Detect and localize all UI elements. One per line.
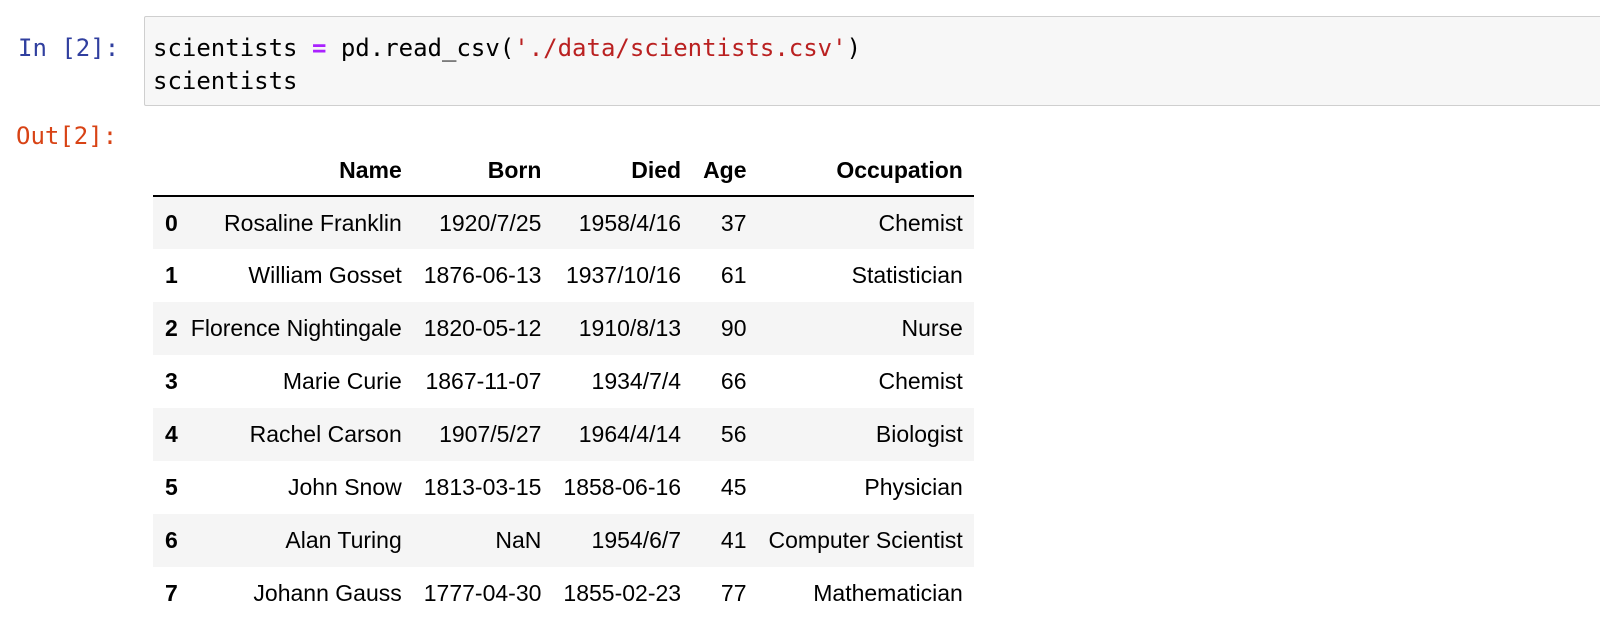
code-editor[interactable]: scientists = pd.read_csv('./data/scienti… xyxy=(144,16,1600,106)
table-body: 0 Rosaline Franklin 1920/7/25 1958/4/16 … xyxy=(153,196,974,620)
column-header-occupation: Occupation xyxy=(757,145,974,197)
cell-occupation: Physician xyxy=(864,474,963,500)
cell-died: 1937/10/16 xyxy=(565,262,682,288)
column-header-name: Name xyxy=(179,145,413,197)
cell-occupation: Statistician xyxy=(851,262,963,288)
row-index: 7 xyxy=(165,580,178,606)
table-row: 4 Rachel Carson 1907/5/27 1964/4/14 56 B… xyxy=(153,408,974,461)
code-line-2: scientists xyxy=(153,67,298,95)
table-row: 7 Johann Gauss 1777-04-30 1855-02-23 77 … xyxy=(153,567,974,620)
cell-name: Florence Nightingale xyxy=(190,315,402,341)
cell-occupation: Computer Scientist xyxy=(768,527,963,553)
cell-born: 1820-05-12 xyxy=(423,315,542,341)
cell-age: 56 xyxy=(720,421,747,447)
cell-age: 41 xyxy=(720,527,747,553)
output-prompt: Out[2]: xyxy=(16,122,118,150)
cell-died: 1858-06-16 xyxy=(563,474,682,500)
cell-died: 1910/8/13 xyxy=(578,315,682,341)
cell-occupation: Biologist xyxy=(875,421,963,447)
table-row: 0 Rosaline Franklin 1920/7/25 1958/4/16 … xyxy=(153,196,974,249)
cell-name: Alan Turing xyxy=(285,527,402,553)
header-row: Name Born Died Age Occupation xyxy=(153,145,974,197)
cell-died: 1958/4/16 xyxy=(578,209,682,236)
row-index: 2 xyxy=(165,315,178,341)
column-header-born: Born xyxy=(412,145,553,197)
cell-age: 61 xyxy=(720,262,747,288)
table-row: 6 Alan Turing NaN 1954/6/7 41 Computer S… xyxy=(153,514,974,567)
cell-born: 1876-06-13 xyxy=(423,262,542,288)
code-string-arg: './data/scientists.csv' xyxy=(514,34,847,62)
table-header: Name Born Died Age Occupation xyxy=(153,145,974,197)
cell-born: 1813-03-15 xyxy=(423,474,542,500)
index-header xyxy=(153,145,180,197)
cell-died: 1954/6/7 xyxy=(591,527,682,553)
code-close-paren: ) xyxy=(846,34,862,62)
cell-name: Rachel Carson xyxy=(249,421,402,447)
cell-name: John Snow xyxy=(287,474,402,500)
input-prompt: In [2]: xyxy=(18,34,120,62)
code-text[interactable]: scientists = pd.read_csv('./data/scienti… xyxy=(153,32,861,98)
cell-occupation: Mathematician xyxy=(813,580,963,606)
column-header-age: Age xyxy=(692,145,758,197)
cell-born: NaN xyxy=(495,527,542,553)
table-row: 1 William Gosset 1876-06-13 1937/10/16 6… xyxy=(153,249,974,302)
cell-born: 1907/5/27 xyxy=(439,421,542,447)
cell-occupation: Chemist xyxy=(878,209,963,236)
cell-age: 66 xyxy=(720,368,747,394)
row-index: 6 xyxy=(165,527,178,553)
cell-died: 1964/4/14 xyxy=(578,421,682,447)
cell-born: 1920/7/25 xyxy=(439,209,542,236)
cell-occupation: Nurse xyxy=(901,315,963,341)
cell-name: Johann Gauss xyxy=(253,580,402,606)
cell-died: 1855-02-23 xyxy=(563,580,682,606)
table-row: 3 Marie Curie 1867-11-07 1934/7/4 66 Che… xyxy=(153,355,974,408)
row-index: 4 xyxy=(165,421,178,447)
cell-name: William Gosset xyxy=(248,262,402,288)
dataframe-table: Name Born Died Age Occupation 0 Rosaline… xyxy=(153,145,974,620)
code-operator: = xyxy=(311,34,327,62)
table-row: 5 John Snow 1813-03-15 1858-06-16 45 Phy… xyxy=(153,461,974,514)
cell-age: 37 xyxy=(720,209,747,236)
row-index: 3 xyxy=(165,368,178,394)
code-call: pd.read_csv( xyxy=(340,34,515,62)
row-index: 0 xyxy=(165,209,178,236)
cell-age: 45 xyxy=(720,474,747,500)
cell-name: Rosaline Franklin xyxy=(224,209,402,236)
row-index: 1 xyxy=(165,262,178,288)
cell-died: 1934/7/4 xyxy=(591,368,682,394)
column-header-died: Died xyxy=(552,145,693,197)
code-variable: scientists xyxy=(153,34,298,62)
cell-born: 1867-11-07 xyxy=(425,368,542,394)
cell-occupation: Chemist xyxy=(878,368,963,394)
cell-born: 1777-04-30 xyxy=(423,580,542,606)
row-index: 5 xyxy=(165,474,178,500)
cell-age: 90 xyxy=(720,315,747,341)
cell-name: Marie Curie xyxy=(282,368,402,394)
cell-age: 77 xyxy=(720,580,747,606)
table-row: 2 Florence Nightingale 1820-05-12 1910/8… xyxy=(153,302,974,355)
